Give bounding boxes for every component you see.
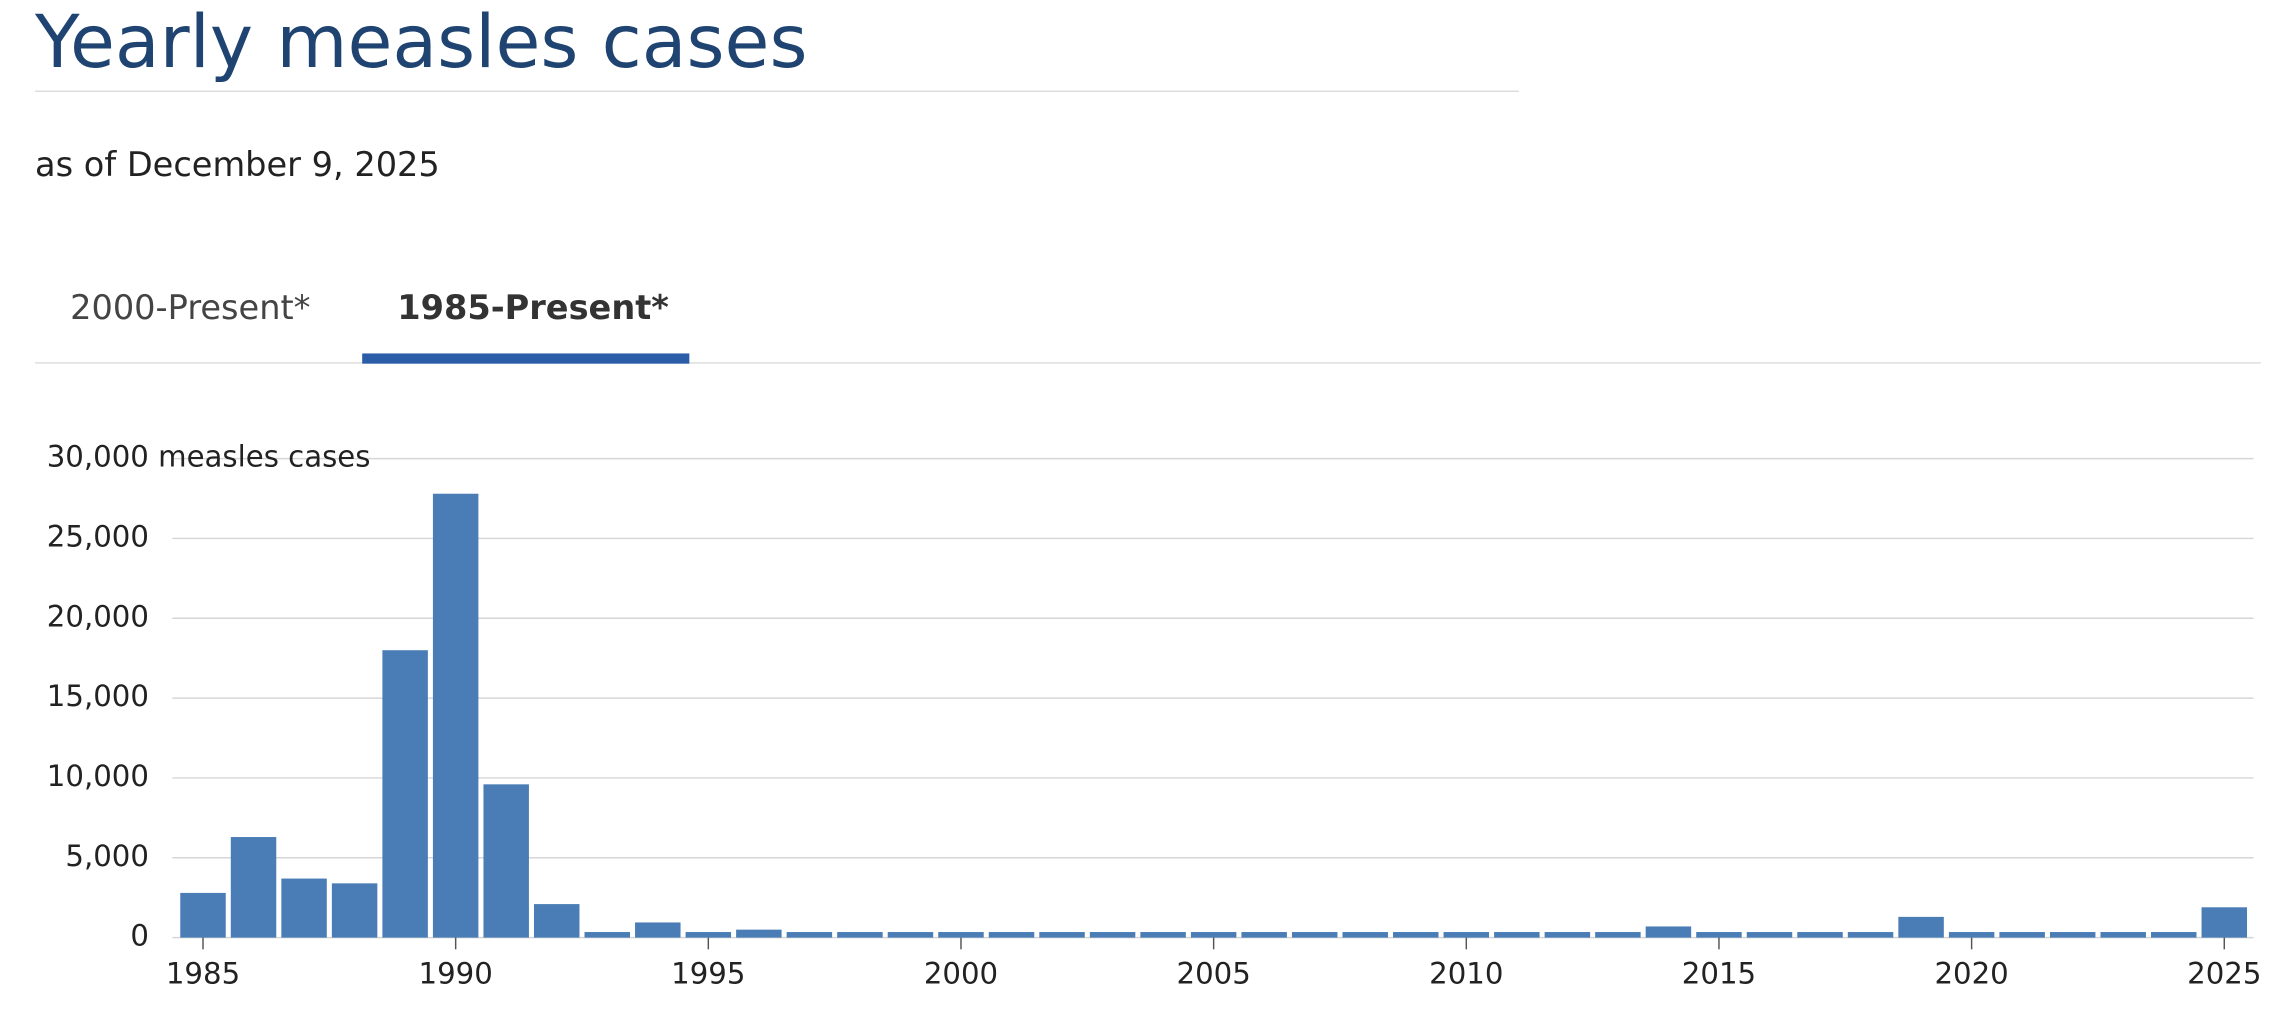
bar	[685, 932, 732, 938]
bar	[382, 650, 428, 938]
bar	[1746, 932, 1793, 938]
bar	[1948, 932, 1995, 938]
bar	[1190, 932, 1237, 938]
tab[interactable]: 2000-Present*	[70, 288, 310, 327]
bar	[483, 784, 529, 938]
bar	[1140, 932, 1186, 938]
bar	[887, 932, 934, 938]
bar	[1696, 932, 1742, 938]
bar	[837, 932, 883, 938]
bar	[635, 922, 681, 938]
bar	[281, 878, 327, 938]
bar	[2151, 932, 2197, 938]
bar	[584, 932, 630, 938]
bar	[938, 932, 984, 938]
bar	[1595, 932, 1641, 938]
y-tick-label: 30,000 measles cases	[47, 440, 371, 474]
y-tick-label: 15,000	[47, 679, 149, 713]
y-tick-label: 20,000	[47, 599, 149, 633]
bar	[1999, 932, 2045, 938]
x-tick-label: 2005	[1177, 957, 1251, 991]
x-tick-label: 1985	[166, 957, 240, 991]
subtitle: as of December 9, 2025	[35, 145, 440, 184]
bar	[1342, 932, 1388, 938]
bar	[1039, 932, 1085, 938]
bar	[331, 883, 378, 938]
x-tick-label: 2010	[1429, 957, 1503, 991]
bar	[432, 493, 479, 938]
bar	[230, 837, 277, 938]
bar	[1898, 916, 1944, 938]
bar	[1494, 932, 1540, 938]
x-tick-label: 2020	[1934, 957, 2008, 991]
bar	[1291, 932, 1338, 938]
chart-title: Yearly measles cases	[34, 0, 807, 85]
bar	[533, 904, 580, 938]
tab-active[interactable]: 1985-Present*	[397, 288, 669, 327]
bar	[1241, 932, 1287, 938]
x-tick-label: 2015	[1682, 957, 1756, 991]
bar	[1544, 932, 1591, 938]
bar	[1797, 932, 1843, 938]
bar	[736, 929, 782, 938]
y-tick-label: 5,000	[65, 839, 149, 873]
bar	[2201, 907, 2248, 938]
bar	[1645, 926, 1692, 938]
bar	[1393, 932, 1439, 938]
bar	[1089, 932, 1136, 938]
bar	[1847, 932, 1894, 938]
x-tick-label: 1990	[419, 957, 493, 991]
y-tick-label: 25,000	[47, 519, 149, 553]
bar	[786, 932, 833, 938]
bar	[2100, 932, 2146, 938]
bar	[2049, 932, 2096, 938]
tab-indicator	[362, 353, 690, 364]
y-tick-label: 10,000	[47, 759, 149, 793]
bar	[1443, 932, 1490, 938]
x-tick-label: 1995	[671, 957, 745, 991]
x-tick-label: 2000	[924, 957, 998, 991]
x-tick-label: 2025	[2187, 957, 2261, 991]
y-tick-label: 0	[130, 919, 149, 953]
bar	[180, 892, 226, 938]
bar	[988, 932, 1035, 938]
